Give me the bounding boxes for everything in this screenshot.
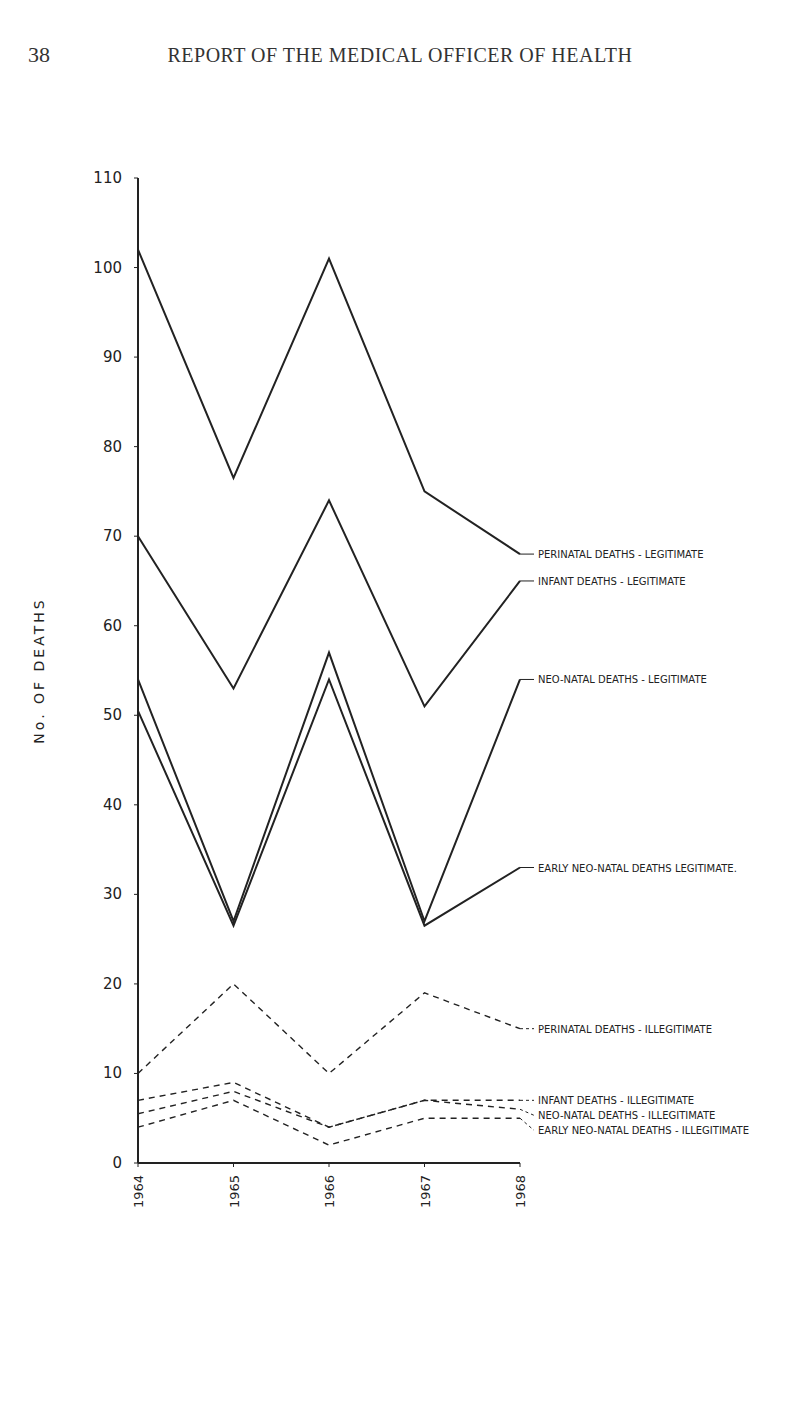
series-label: EARLY NEO-NATAL DEATHS - ILLEGITIMATE — [538, 1125, 749, 1136]
y-tick — [134, 804, 138, 805]
y-tick — [134, 983, 138, 984]
y-tick-label: 40 — [103, 796, 122, 814]
chart: 38 REPORT OF THE MEDICAL OFFICER OF HEALT… — [0, 0, 800, 1412]
x-tick — [329, 1163, 330, 1167]
y-tick — [134, 267, 138, 268]
x-tick-label: 1965 — [227, 1175, 242, 1208]
y-tick-label: 30 — [103, 885, 122, 903]
label-leader — [520, 1028, 534, 1029]
x-tick — [520, 1163, 521, 1167]
x-tick-label: 1968 — [513, 1175, 528, 1208]
y-tick — [134, 1163, 138, 1164]
y-tick — [134, 894, 138, 895]
y-axis — [137, 178, 139, 1163]
y-tick-label: 70 — [103, 527, 122, 545]
page-number: 38 — [28, 42, 50, 67]
y-tick-label: 90 — [103, 348, 122, 366]
series-line — [138, 984, 520, 1074]
y-tick — [134, 715, 138, 716]
y-tick-label: 50 — [103, 706, 122, 724]
label-leader — [520, 1100, 534, 1101]
label-leader — [520, 580, 534, 581]
y-tick — [134, 446, 138, 447]
series-line — [138, 653, 520, 922]
series-label: INFANT DEATHS - ILLEGITIMATE — [538, 1095, 694, 1106]
y-tick — [134, 536, 138, 537]
y-tick-label: 80 — [103, 438, 122, 456]
label-leader — [520, 554, 534, 555]
series-label: NEO-NATAL DEATHS - ILLEGITIMATE — [538, 1110, 715, 1121]
label-leader — [520, 1118, 534, 1130]
page-header: REPORT OF THE MEDICAL OFFICER OF HEALTH — [167, 44, 632, 66]
x-tick — [233, 1163, 234, 1167]
series-label: PERINATAL DEATHS - ILLEGITIMATE — [538, 1024, 712, 1035]
x-tick-label: 1967 — [418, 1175, 433, 1208]
y-tick — [134, 625, 138, 626]
label-leader — [520, 867, 534, 868]
series-label: PERINATAL DEATHS - LEGITIMATE — [538, 549, 704, 560]
y-tick-label: 60 — [103, 617, 122, 635]
y-axis-label: No. OF DEATHS — [31, 597, 47, 743]
y-tick-label: 0 — [112, 1154, 122, 1172]
y-tick — [134, 357, 138, 358]
series-label: NEO-NATAL DEATHS - LEGITIMATE — [538, 674, 707, 685]
series-line — [138, 250, 520, 554]
series-line — [138, 1091, 520, 1127]
y-tick — [134, 1073, 138, 1074]
plot-area — [138, 250, 520, 1145]
label-leader — [520, 679, 534, 680]
label-leader — [520, 1109, 534, 1115]
y-tick — [134, 178, 138, 179]
x-tick-label: 1966 — [322, 1175, 337, 1208]
series-line — [138, 1082, 520, 1127]
series-line — [138, 679, 520, 925]
x-tick — [138, 1163, 139, 1167]
series-label: INFANT DEATHS - LEGITIMATE — [538, 576, 686, 587]
y-tick-label: 10 — [103, 1064, 122, 1082]
y-tick-label: 110 — [93, 169, 122, 187]
y-tick-label: 20 — [103, 975, 122, 993]
x-tick — [424, 1163, 425, 1167]
series-label: EARLY NEO-NATAL DEATHS LEGITIMATE. — [538, 863, 737, 874]
x-tick-label: 1964 — [131, 1175, 146, 1208]
y-tick-label: 100 — [93, 259, 122, 277]
series-line — [138, 500, 520, 706]
series-line — [138, 1100, 520, 1145]
